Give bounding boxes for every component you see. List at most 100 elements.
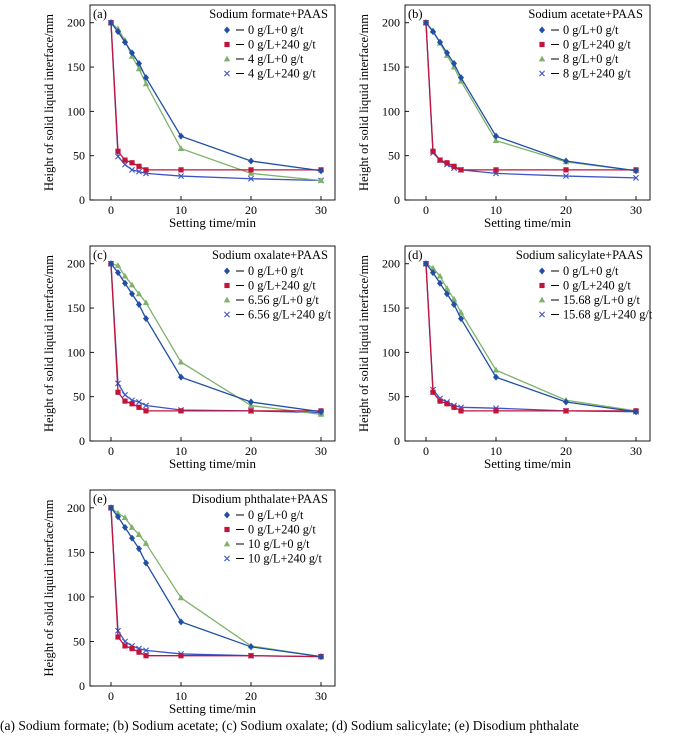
legend-marker — [223, 55, 231, 62]
y-axis-label: Height of solid liquid interface/mm — [357, 255, 371, 432]
data-point — [563, 398, 569, 406]
x-tick-label: 10 — [175, 689, 187, 703]
x-tick-label: 10 — [490, 203, 502, 217]
data-point — [143, 74, 149, 82]
legend-entry-label: 6.56 g/L+0 g/t — [248, 293, 319, 307]
panel-label: (e) — [93, 492, 107, 506]
legend-marker — [224, 41, 230, 48]
x-axis-label: Setting time/min — [169, 701, 257, 716]
legend-entry-label: 8 g/L+240 g/t — [563, 67, 631, 81]
data-point — [451, 404, 457, 410]
y-tick-label: 50 — [73, 149, 85, 163]
data-point — [248, 398, 254, 406]
x-tick-label: 0 — [423, 444, 429, 458]
data-point — [142, 299, 150, 306]
data-point — [129, 534, 135, 542]
data-point — [143, 408, 149, 414]
data-point — [122, 157, 128, 163]
y-tick-label: 200 — [67, 257, 85, 271]
x-tick-label: 20 — [245, 444, 257, 458]
data-point — [178, 618, 184, 626]
legend-marker — [539, 41, 545, 48]
data-point — [318, 408, 324, 416]
data-point — [248, 167, 254, 173]
data-point — [318, 653, 324, 661]
legend: 0 g/L+0 g/t0 g/L+240 g/t8 g/L+0 g/t8 g/L… — [538, 23, 631, 81]
legend-entry-label: 0 g/L+0 g/t — [563, 264, 619, 278]
panel-label: (b) — [408, 7, 423, 21]
legend-entry-label: 0 g/L+240 g/t — [563, 38, 631, 52]
legend: 0 g/L+0 g/t0 g/L+240 g/t10 g/L+0 g/t10 g… — [223, 508, 322, 566]
data-point — [458, 315, 464, 323]
data-point — [178, 173, 184, 180]
data-point — [142, 540, 150, 546]
legend-entry-label: 0 g/L+0 g/t — [248, 508, 304, 522]
chart-panel-c: 0 50 100 150 200 0 10 20 30 Setting time/min Heigh… — [42, 245, 336, 471]
x-axis-label: Setting time/min — [169, 456, 257, 471]
legend-entry-label: 10 g/L+0 g/t — [248, 537, 310, 551]
legend-entry-label: 0 g/L+0 g/t — [563, 23, 619, 37]
data-point — [248, 157, 254, 165]
x-axis-label: Setting time/min — [169, 215, 257, 230]
data-point — [128, 281, 136, 288]
y-tick-label: 150 — [67, 301, 85, 315]
data-point — [492, 137, 500, 144]
data-point — [430, 148, 436, 154]
data-point — [458, 74, 464, 82]
data-point — [437, 38, 443, 46]
y-tick-label: 100 — [382, 104, 400, 118]
data-point — [143, 167, 149, 173]
figure-caption: (a) Sodium formate; (b) Sodium acetate; … — [0, 718, 579, 733]
y-tick-label: 100 — [382, 345, 400, 359]
data-point — [115, 634, 121, 640]
chart-title: Sodium salicylate+PAAS — [516, 248, 643, 262]
data-point — [143, 315, 149, 323]
chart-panel-d: 0 50 100 150 200 0 10 20 30 Setting time/min Heigh… — [357, 245, 653, 471]
data-point — [136, 163, 142, 169]
data-point — [436, 272, 444, 279]
panel-label: (d) — [408, 248, 423, 262]
x-tick-label: 0 — [108, 203, 114, 217]
data-point — [444, 160, 450, 166]
chart-title: Sodium formate+PAAS — [209, 7, 328, 21]
legend-entry-label: 15.68 g/L+240 g/t — [563, 308, 653, 322]
data-point — [248, 643, 254, 651]
series-group — [107, 504, 325, 661]
x-tick-label: 0 — [108, 444, 114, 458]
data-point — [177, 145, 185, 151]
data-point — [437, 157, 443, 163]
data-point — [430, 28, 436, 36]
data-point — [122, 391, 128, 398]
x-axis-label: Setting time/min — [484, 456, 572, 471]
legend-marker — [539, 311, 545, 318]
legend-marker — [539, 70, 545, 77]
data-point — [143, 402, 149, 409]
data-point — [108, 260, 114, 268]
x-tick-label: 30 — [630, 444, 642, 458]
data-point — [108, 19, 114, 27]
legend-entry-label: 0 g/L+240 g/t — [248, 279, 316, 293]
series-group — [422, 260, 640, 416]
x-tick-label: 30 — [630, 203, 642, 217]
data-point — [423, 19, 429, 27]
data-point — [136, 649, 142, 655]
data-point — [115, 148, 121, 154]
y-axis-label: Height of solid liquid interface/mm — [42, 499, 56, 676]
panel-label: (a) — [93, 7, 107, 21]
data-point — [129, 160, 135, 166]
legend-entry-label: 4 g/L+0 g/t — [248, 52, 304, 66]
y-tick-label: 200 — [67, 501, 85, 515]
series-group — [422, 19, 640, 181]
legend: 0 g/L+0 g/t0 g/L+240 g/t15.68 g/L+0 g/t1… — [538, 264, 653, 322]
legend-entry-label: 6.56 g/L+240 g/t — [248, 308, 332, 322]
data-point — [177, 594, 185, 601]
legend-marker — [539, 26, 545, 34]
data-point — [129, 290, 135, 298]
data-point — [633, 408, 639, 416]
data-point — [430, 269, 436, 277]
legend-entry-label: 0 g/L+0 g/t — [248, 264, 304, 278]
data-point — [135, 531, 143, 537]
data-point — [493, 167, 499, 173]
data-point — [317, 177, 325, 183]
legend-marker — [224, 311, 230, 318]
